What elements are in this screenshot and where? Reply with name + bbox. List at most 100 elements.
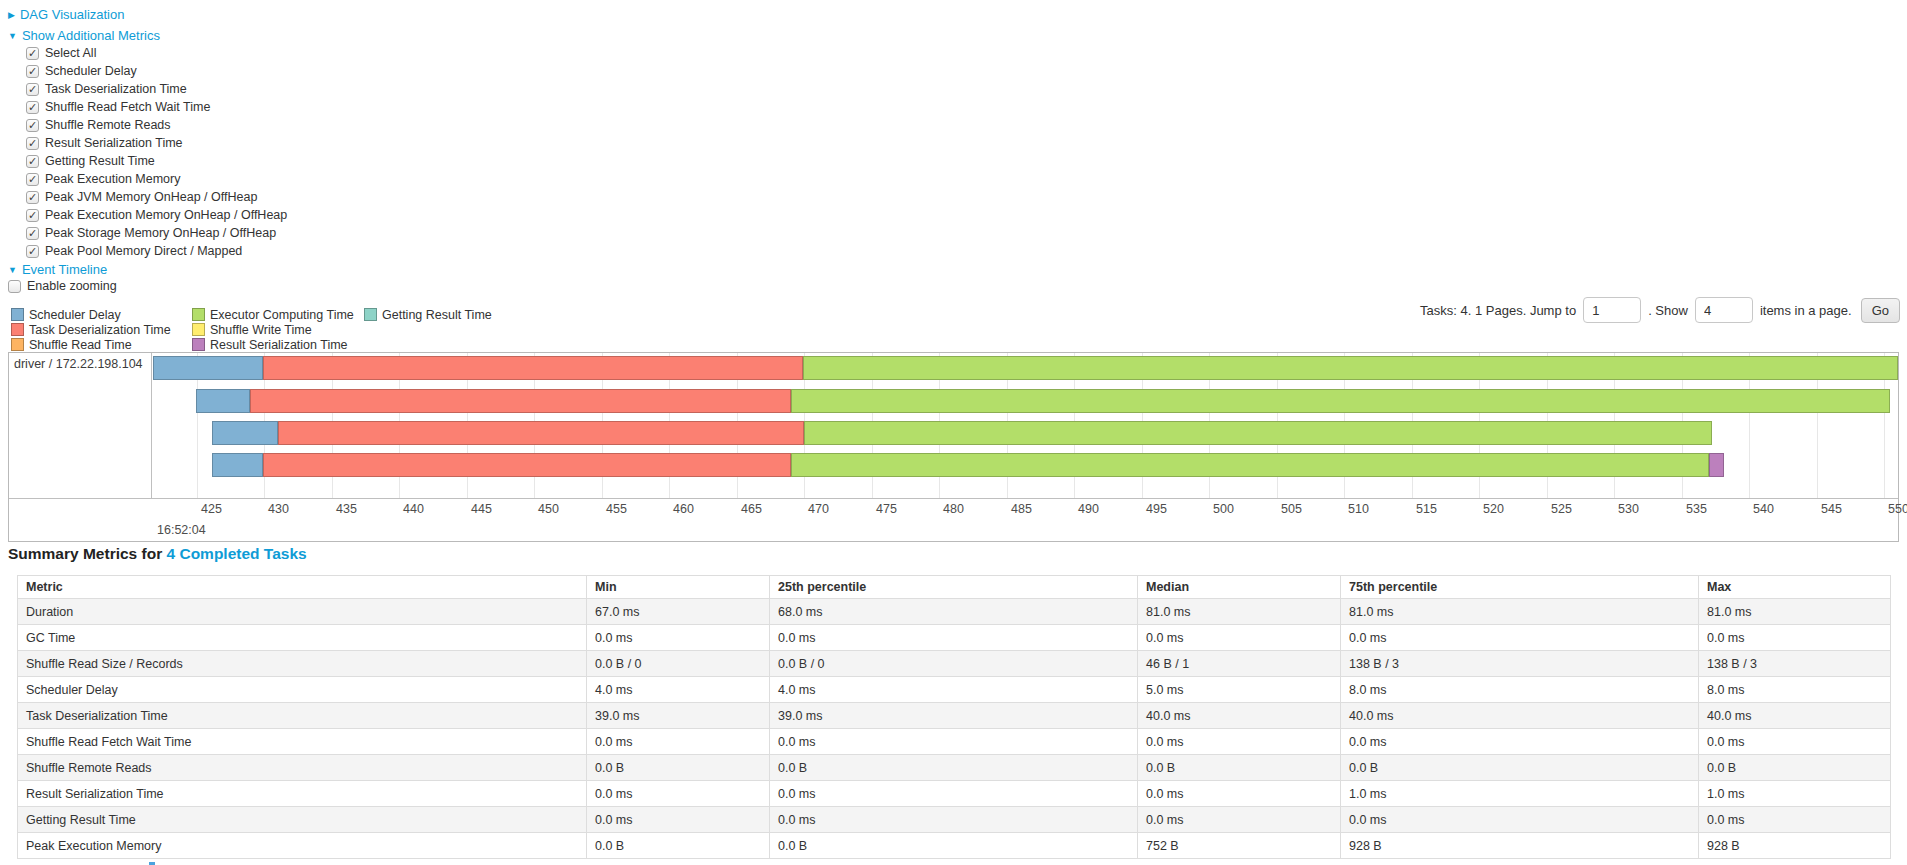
task-timeline-row [153, 421, 1898, 445]
expanded-arrow-icon: ▼ [8, 31, 17, 41]
result-serialization-time-swatch-icon [192, 338, 205, 351]
metric-checkbox[interactable]: ✓ [26, 173, 39, 186]
enable-zooming-checkbox[interactable] [8, 280, 21, 293]
summary-column-header: Metric [18, 576, 587, 599]
metric-checkbox-row[interactable]: ✓Task Deserialization Time [26, 80, 287, 98]
metric-value-cell: 4.0 ms [770, 677, 1138, 703]
table-row: Scheduler Delay4.0 ms4.0 ms5.0 ms8.0 ms8… [18, 677, 1891, 703]
timeline-tick-label: 515 [1416, 502, 1437, 516]
task-segment-executor-computing-time[interactable] [791, 453, 1709, 477]
timeline-axis-border [9, 498, 1898, 499]
metric-checkbox-row[interactable]: ✓Scheduler Delay [26, 62, 287, 80]
metric-value-cell: 0.0 ms [1341, 807, 1699, 833]
table-row: GC Time0.0 ms0.0 ms0.0 ms0.0 ms0.0 ms [18, 625, 1891, 651]
metric-value-cell: 0.0 B / 0 [770, 651, 1138, 677]
task-segment-executor-computing-time[interactable] [791, 389, 1890, 413]
jump-to-page-input[interactable] [1583, 297, 1641, 323]
task-segment-task-deserialization-time[interactable] [263, 453, 791, 477]
metric-checkbox[interactable]: ✓ [26, 101, 39, 114]
dag-visualization-link[interactable]: DAG Visualization [20, 7, 125, 22]
metric-checkbox[interactable]: ✓ [26, 227, 39, 240]
metric-name-cell: Duration [18, 599, 587, 625]
metric-checkbox-row[interactable]: ✓Getting Result Time [26, 152, 287, 170]
metric-checkbox-row[interactable]: ✓Shuffle Read Fetch Wait Time [26, 98, 287, 116]
show-additional-metrics-toggle[interactable]: ▼ Show Additional Metrics [8, 28, 160, 43]
legend-label: Result Serialization Time [210, 338, 348, 352]
metric-checkbox[interactable]: ✓ [26, 245, 39, 258]
task-segment-result-serialization-time[interactable] [1709, 453, 1724, 477]
metric-value-cell: 40.0 ms [1699, 703, 1891, 729]
metric-value-cell: 928 B [1341, 833, 1699, 859]
enable-zooming-row[interactable]: Enable zooming [8, 277, 117, 295]
metric-checkbox-row[interactable]: ✓Result Serialization Time [26, 134, 287, 152]
shuffle-read-time-swatch-icon [11, 338, 24, 351]
task-segment-scheduler-delay[interactable] [212, 453, 263, 477]
metric-checkbox[interactable]: ✓ [26, 47, 39, 60]
metric-checkbox-row[interactable]: ✓Peak Storage Memory OnHeap / OffHeap [26, 224, 287, 242]
metric-checkbox[interactable]: ✓ [26, 65, 39, 78]
summary-metrics-table: MetricMin25th percentileMedian75th perce… [17, 575, 1891, 859]
shuffle-write-time-swatch-icon [192, 323, 205, 336]
metric-name-cell: Scheduler Delay [18, 677, 587, 703]
metric-checkbox-label: Peak Pool Memory Direct / Mapped [45, 244, 242, 258]
metric-name-cell: Result Serialization Time [18, 781, 587, 807]
expanded-arrow-icon: ▼ [8, 265, 17, 275]
items-per-page-input[interactable] [1695, 297, 1753, 323]
task-segment-task-deserialization-time[interactable] [250, 389, 791, 413]
task-timeline-row [153, 453, 1898, 477]
summary-column-header: 75th percentile [1341, 576, 1699, 599]
metric-checkbox-row[interactable]: ✓Peak Execution Memory OnHeap / OffHeap [26, 206, 287, 224]
metric-checkbox-row[interactable]: ✓Peak Execution Memory [26, 170, 287, 188]
show-additional-metrics-link[interactable]: Show Additional Metrics [22, 28, 160, 43]
metric-checkbox[interactable]: ✓ [26, 209, 39, 222]
executor-computing-time-swatch-icon [192, 308, 205, 321]
metric-checkbox-row[interactable]: ✓Select All [26, 44, 287, 62]
tasks-pages-label: Tasks: 4. 1 Pages. Jump to [1420, 303, 1576, 318]
legend-column: Getting Result Time [364, 307, 492, 322]
timeline-tick-label: 485 [1011, 502, 1032, 516]
completed-tasks-link[interactable]: 4 Completed Tasks [167, 545, 307, 562]
task-deserialization-time-swatch-icon [11, 323, 24, 336]
legend-label: Task Deserialization Time [29, 323, 171, 337]
metric-value-cell: 1.0 ms [1341, 781, 1699, 807]
metric-checkbox-row[interactable]: ✓ Peak Pool Memory Direct / Mapped [26, 242, 287, 260]
task-segment-executor-computing-time[interactable] [804, 421, 1711, 445]
timeline-tick-label: 465 [741, 502, 762, 516]
go-button[interactable]: Go [1861, 298, 1900, 323]
event-timeline-link[interactable]: Event Timeline [22, 262, 107, 277]
metric-checkbox[interactable]: ✓ [26, 83, 39, 96]
task-segment-scheduler-delay[interactable] [196, 389, 250, 413]
metric-checkbox-row[interactable]: ✓Peak JVM Memory OnHeap / OffHeap [26, 188, 287, 206]
task-segment-scheduler-delay[interactable] [153, 356, 263, 380]
timeline-tick-label: 445 [471, 502, 492, 516]
timeline-tick-label: 520 [1483, 502, 1504, 516]
metric-value-cell: 0.0 ms [770, 781, 1138, 807]
metric-value-cell: 0.0 ms [1138, 807, 1341, 833]
task-timeline-row [153, 356, 1898, 380]
metric-checkbox[interactable]: ✓ [26, 191, 39, 204]
metric-value-cell: 928 B [1699, 833, 1891, 859]
metric-value-cell: 0.0 B [770, 833, 1138, 859]
legend-label: Scheduler Delay [29, 308, 121, 322]
legend-column: Scheduler DelayTask Deserialization Time… [11, 307, 171, 352]
metric-checkbox[interactable]: ✓ [26, 155, 39, 168]
collapsed-arrow-icon: ▶ [8, 10, 15, 20]
legend-label: Shuffle Read Time [29, 338, 132, 352]
metric-name-cell: Getting Result Time [18, 807, 587, 833]
table-row: Shuffle Read Size / Records0.0 B / 00.0 … [18, 651, 1891, 677]
metric-value-cell: 0.0 ms [1341, 729, 1699, 755]
metric-checkbox[interactable]: ✓ [26, 119, 39, 132]
task-segment-task-deserialization-time[interactable] [263, 356, 803, 380]
metric-checkbox[interactable]: ✓ [26, 137, 39, 150]
metric-value-cell: 0.0 ms [1699, 807, 1891, 833]
legend-item: Scheduler Delay [11, 307, 171, 322]
dag-visualization-toggle[interactable]: ▶ DAG Visualization [8, 7, 124, 22]
task-segment-executor-computing-time[interactable] [803, 356, 1898, 380]
metric-checkbox-row[interactable]: ✓Shuffle Remote Reads [26, 116, 287, 134]
task-segment-task-deserialization-time[interactable] [278, 421, 805, 445]
event-timeline-toggle[interactable]: ▼ Event Timeline [8, 262, 107, 277]
timeline-tick-label: 550 [1888, 502, 1907, 516]
task-segment-scheduler-delay[interactable] [212, 421, 278, 445]
table-row: Peak Execution Memory0.0 B0.0 B752 B928 … [18, 833, 1891, 859]
show-label: . Show [1648, 303, 1688, 318]
